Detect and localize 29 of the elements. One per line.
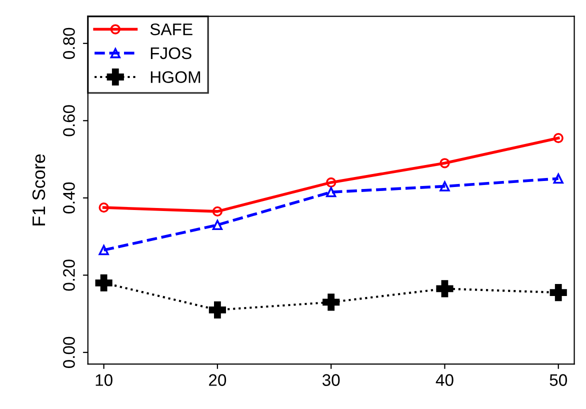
point — [322, 294, 340, 311]
point — [208, 301, 226, 318]
y-axis-title: F1 Score — [32, 154, 46, 226]
point — [326, 177, 336, 188]
y-tick-label: 0.60 — [63, 105, 75, 136]
legend-label: SAFE — [150, 23, 192, 36]
point — [436, 280, 454, 298]
point — [98, 202, 109, 213]
point — [550, 284, 567, 302]
legend-label: HGOM — [150, 71, 200, 84]
point — [95, 274, 112, 292]
legend-label: FJOS — [150, 47, 192, 60]
point — [326, 187, 336, 198]
point — [553, 174, 564, 184]
point — [553, 132, 564, 144]
point — [98, 244, 109, 256]
x-tick-label: 30 — [322, 374, 340, 386]
x-tick-label: 20 — [209, 374, 226, 386]
y-tick-label: 0.40 — [63, 182, 75, 214]
point — [212, 206, 223, 216]
y-tick-label: 0.80 — [63, 28, 75, 59]
x-tick-label: 50 — [550, 374, 567, 386]
x-tick-label: 10 — [96, 374, 112, 386]
x-tick-label: 40 — [436, 374, 454, 386]
point — [440, 181, 450, 192]
point — [212, 220, 223, 230]
y-tick-label: 0.00 — [63, 336, 75, 368]
point — [440, 158, 450, 168]
y-tick-label: 0.20 — [63, 260, 75, 291]
